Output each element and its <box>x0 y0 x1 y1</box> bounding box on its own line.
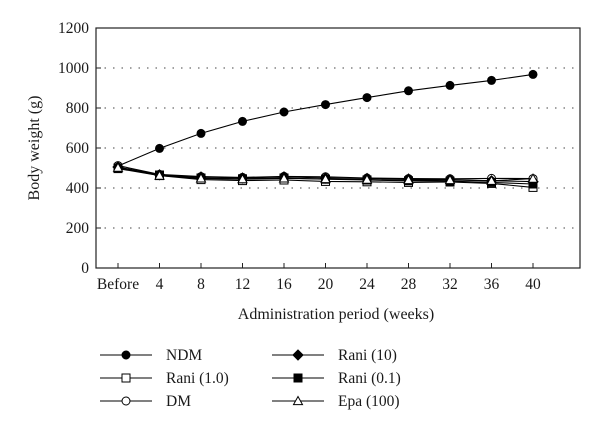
data-point <box>361 174 373 184</box>
x-tick-label: 28 <box>401 276 417 293</box>
data-point <box>279 107 289 117</box>
x-axis-title: Administration period (weeks) <box>238 306 434 323</box>
legend-item: NDM <box>100 347 202 364</box>
series-group <box>112 69 539 192</box>
axes <box>95 27 581 269</box>
y-axis-title: Body weight (g) <box>26 96 43 201</box>
data-point <box>403 174 414 185</box>
grid-lines <box>96 27 580 229</box>
legend-item: Rani (0.1) <box>272 370 401 387</box>
x-tick-label: Before <box>97 276 139 293</box>
x-tick-label: 8 <box>197 276 205 293</box>
data-point <box>528 69 538 79</box>
legend-marker <box>121 373 131 383</box>
y-tick-label: 800 <box>66 100 90 117</box>
legend-label: Epa (100) <box>338 393 400 410</box>
data-point <box>404 86 413 96</box>
data-point <box>487 75 496 85</box>
data-point <box>362 93 372 103</box>
data-point <box>445 80 455 90</box>
legend-item: Rani (1.0) <box>100 370 229 387</box>
data-point <box>527 173 539 183</box>
x-tick-label: 24 <box>359 276 375 293</box>
legend-label: Rani (10) <box>338 347 397 364</box>
data-point <box>237 173 248 184</box>
y-tick-label: 200 <box>66 220 90 237</box>
data-point <box>321 100 330 110</box>
legend-label: DM <box>166 393 191 410</box>
legend-item: Rani (10) <box>272 347 397 364</box>
x-tick-label: 12 <box>235 276 251 293</box>
series-epa-100 <box>112 162 539 185</box>
data-point <box>320 173 331 184</box>
legend-marker <box>121 350 131 360</box>
legend-label: Rani (0.1) <box>338 370 401 387</box>
y-tick-label: 1200 <box>58 20 89 37</box>
x-tick-label: 4 <box>156 276 164 293</box>
x-tick-label: 36 <box>484 276 500 293</box>
tick-labels: 0 200 400 600 800 1000 1200 Before 4 8 12 16 20 24 28 3… <box>58 20 541 293</box>
plot-frame <box>95 27 581 269</box>
y-tick-label: 600 <box>66 140 90 157</box>
legend: NDM Rani (1.0) DM Rani (10) Rani (0.1) Epa (1… <box>100 347 401 410</box>
x-tick-label: 20 <box>318 276 334 293</box>
y-tick-label: 400 <box>66 180 90 197</box>
y-tick-label: 0 <box>81 260 89 277</box>
legend-item: DM <box>100 393 191 410</box>
legend-label: NDM <box>166 347 202 364</box>
y-tick-label: 1000 <box>58 60 89 77</box>
x-tick-label: 40 <box>525 276 541 293</box>
data-point <box>195 172 207 183</box>
data-point <box>444 174 456 185</box>
series-ndm <box>113 69 538 171</box>
data-point <box>155 143 164 153</box>
data-point <box>278 172 290 183</box>
series-line <box>117 73 534 167</box>
legend-item: Epa (100) <box>272 393 400 410</box>
x-tick-label: 32 <box>442 276 458 293</box>
legend-label: Rani (1.0) <box>166 370 229 387</box>
legend-marker <box>293 373 303 383</box>
legend-marker <box>121 396 131 406</box>
data-point <box>196 128 206 138</box>
data-point <box>238 116 247 126</box>
data-point <box>486 175 497 185</box>
legend-marker <box>292 395 304 406</box>
data-point <box>112 162 124 172</box>
x-tick-label: 16 <box>276 276 292 293</box>
data-point <box>154 170 165 180</box>
legend-marker <box>292 349 304 361</box>
